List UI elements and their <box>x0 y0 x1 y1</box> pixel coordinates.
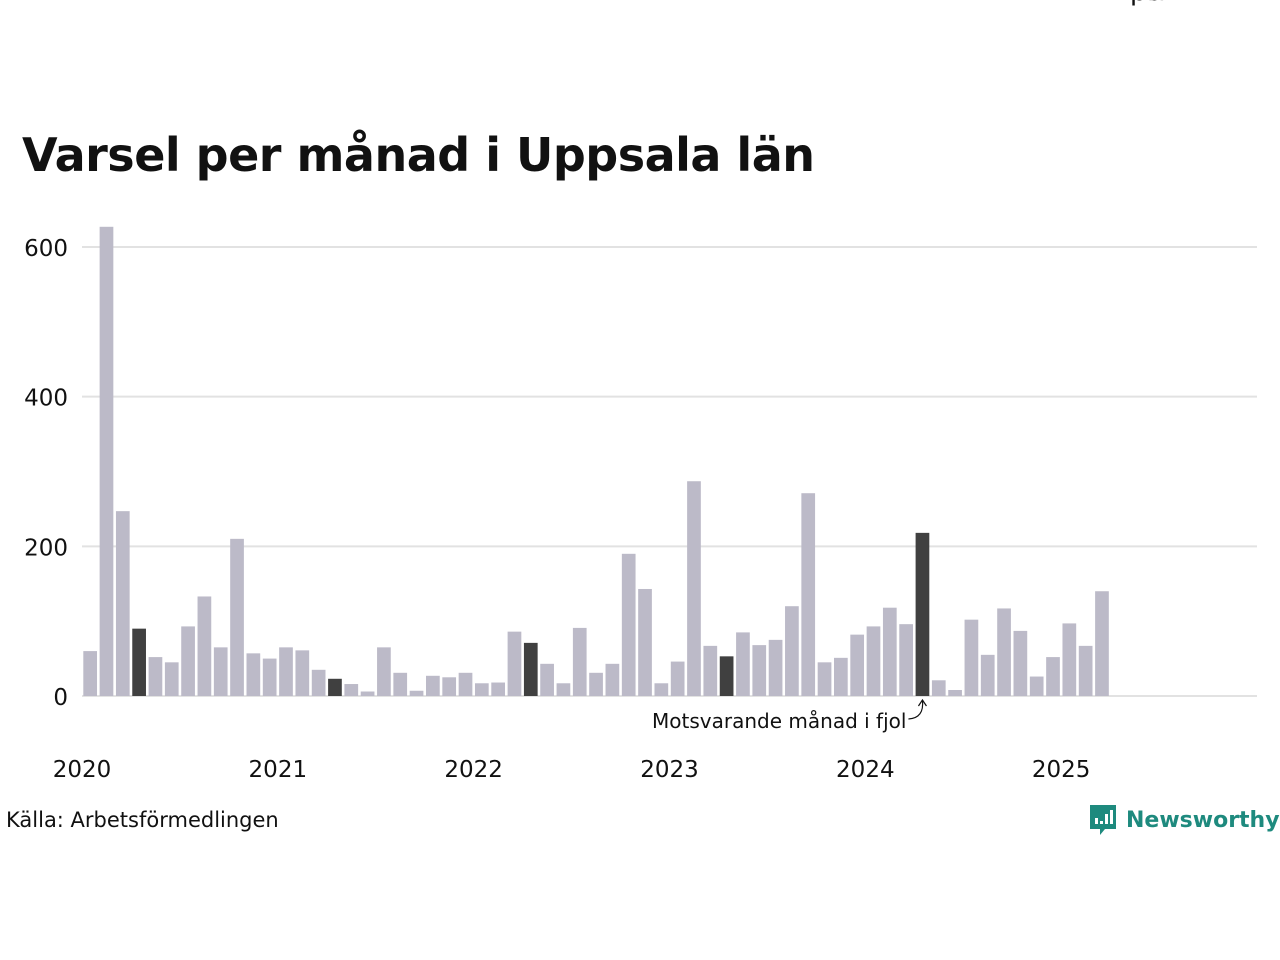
bar <box>1046 657 1060 696</box>
bar <box>605 663 620 696</box>
bar <box>540 663 554 696</box>
bar <box>670 661 685 696</box>
bar <box>115 511 130 696</box>
bar <box>801 493 816 696</box>
chart-title: Varsel per månad i Uppsala län <box>22 128 815 182</box>
bar <box>83 651 98 696</box>
bar <box>736 632 750 696</box>
current-month-label: April <box>1111 0 1173 7</box>
x-tick-label: 2023 <box>640 757 699 783</box>
same-month-annotation: Motsvarande månad i fjol <box>652 709 906 733</box>
bar <box>442 677 457 696</box>
bar <box>703 645 718 696</box>
bar <box>164 662 179 696</box>
x-tick-label: 2021 <box>249 757 308 783</box>
bar <box>213 647 228 696</box>
bar <box>491 682 505 696</box>
bar <box>687 481 701 696</box>
bar <box>523 642 538 696</box>
x-axis-ticks: 2020 2021 2022 2023 2024 2025 <box>53 757 1091 783</box>
bar <box>1062 623 1077 696</box>
bar <box>882 607 897 696</box>
bar <box>997 608 1011 696</box>
bar <box>474 683 489 696</box>
bar <box>572 627 587 696</box>
bar <box>915 532 930 696</box>
x-tick-label: 2025 <box>1032 757 1091 783</box>
bar <box>197 596 212 696</box>
bar <box>360 691 375 696</box>
y-tick-label: 600 <box>24 236 68 262</box>
bar <box>426 675 440 696</box>
bar <box>768 639 783 696</box>
bar <box>719 656 734 696</box>
bar <box>817 662 832 696</box>
bar <box>1013 630 1028 696</box>
bar <box>850 634 865 696</box>
bar <box>589 672 603 696</box>
bar <box>328 678 342 696</box>
x-tick-label: 2022 <box>444 757 503 783</box>
bar <box>377 647 391 696</box>
gridlines <box>82 246 1257 697</box>
y-tick-label: 400 <box>24 386 68 412</box>
bar <box>1078 645 1093 696</box>
x-tick-label: 2024 <box>836 757 895 783</box>
bar <box>785 606 799 696</box>
y-tick-label: 200 <box>24 535 68 561</box>
bar <box>834 657 848 696</box>
bar <box>948 690 962 696</box>
bar <box>409 690 424 696</box>
bar <box>899 624 913 696</box>
annotation-arrow <box>908 699 924 720</box>
bar <box>638 588 652 696</box>
bar <box>148 657 163 696</box>
bar <box>458 672 473 696</box>
brand-name: Newsworthy <box>1126 807 1280 833</box>
bar <box>230 538 244 696</box>
bar <box>931 680 946 696</box>
bar <box>752 645 767 696</box>
bar <box>964 619 979 696</box>
bar <box>980 654 995 696</box>
y-tick-label: 0 <box>53 685 68 711</box>
x-tick-label: 2020 <box>53 757 112 783</box>
bar <box>262 658 277 696</box>
bar <box>1095 591 1109 696</box>
bars <box>83 226 1109 697</box>
annotations: April140 Motsvarande månad i fjol <box>652 0 1173 733</box>
bar <box>344 684 359 696</box>
bar <box>99 226 114 697</box>
bar <box>654 683 669 696</box>
y-axis-ticks: 0 200 400 600 <box>24 236 68 711</box>
bar <box>1029 676 1044 696</box>
bar <box>295 650 310 696</box>
current-month-value: 140 <box>1111 0 1163 7</box>
brand-logo: Newsworthy <box>1088 803 1280 837</box>
bar <box>132 628 146 696</box>
bar <box>507 631 522 696</box>
bar <box>181 626 195 696</box>
newsworthy-logo-icon <box>1090 805 1116 835</box>
bar <box>246 653 261 696</box>
annotation-arrowhead <box>917 698 927 707</box>
bar <box>311 669 326 696</box>
bar <box>279 647 293 696</box>
source-note: Källa: Arbetsförmedlingen <box>6 808 279 832</box>
bar <box>556 683 571 696</box>
bar <box>866 626 881 696</box>
bar <box>621 553 636 696</box>
bar <box>393 672 408 696</box>
